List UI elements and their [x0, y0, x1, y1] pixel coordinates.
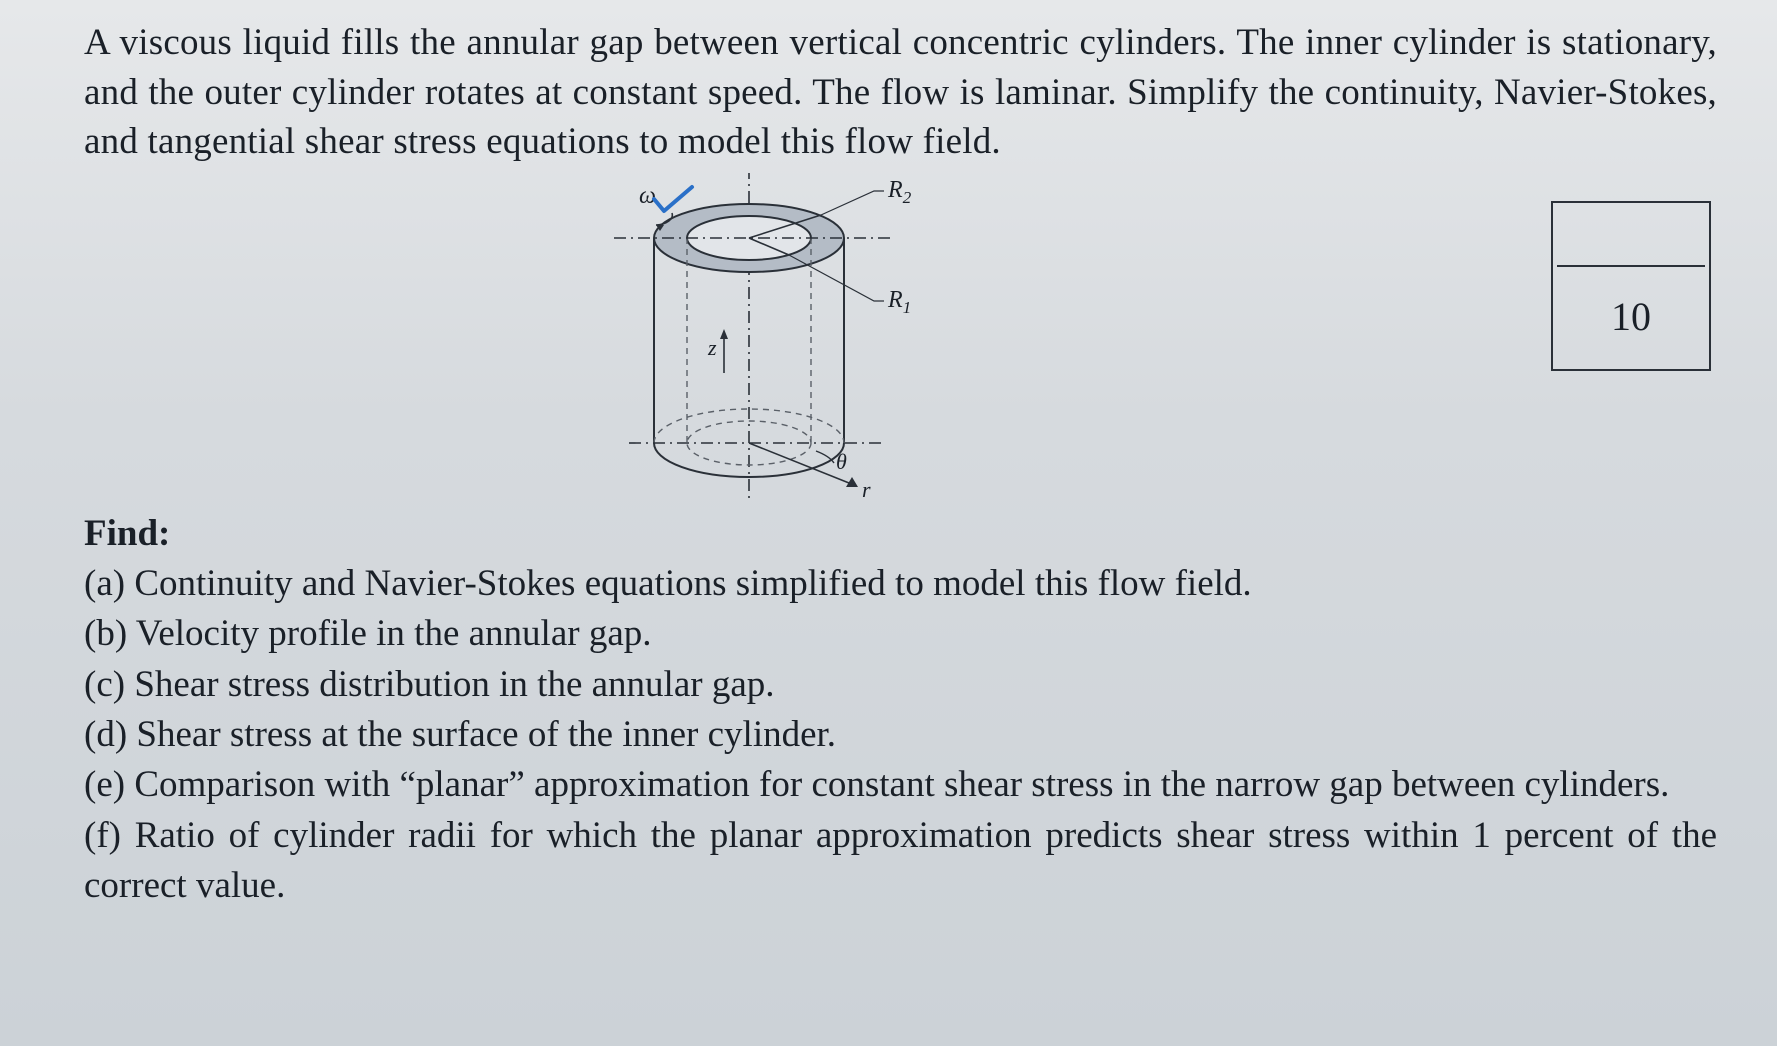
score-value: 10: [1553, 293, 1709, 340]
label-r: r: [862, 477, 871, 502]
item-d: (d) Shear stress at the surface of the i…: [84, 710, 1717, 760]
score-box: 10: [1551, 201, 1711, 371]
score-divider: [1557, 265, 1705, 267]
score-box-frame: 10: [1551, 201, 1711, 371]
page: A viscous liquid fills the annular gap b…: [0, 0, 1777, 1046]
tick-mark-icon: [654, 187, 692, 211]
item-f: (f) Ratio of cylinder radii for which th…: [84, 811, 1717, 912]
find-section: Find: (a) Continuity and Navier-Stokes e…: [84, 509, 1717, 912]
cylinder-svg: R2 R1 ω z r: [584, 173, 944, 513]
label-theta: θ: [836, 449, 847, 474]
label-z: z: [707, 335, 717, 360]
item-c: (c) Shear stress distribution in the ann…: [84, 660, 1717, 710]
label-R1: R1: [887, 287, 911, 317]
label-omega: ω: [639, 183, 656, 209]
figure-region: R2 R1 ω z r: [84, 173, 1717, 503]
item-e: (e) Comparison with “planar” approximati…: [84, 760, 1717, 810]
z-axis-arrowhead: [720, 329, 728, 339]
item-b: (b) Velocity profile in the annular gap.: [84, 609, 1717, 659]
leader-R2: [821, 191, 884, 215]
problem-statement: A viscous liquid fills the annular gap b…: [84, 18, 1717, 167]
cylinder-figure: R2 R1 ω z r: [584, 173, 944, 518]
item-a: (a) Continuity and Navier-Stokes equatio…: [84, 559, 1717, 609]
label-R2: R2: [887, 177, 912, 207]
